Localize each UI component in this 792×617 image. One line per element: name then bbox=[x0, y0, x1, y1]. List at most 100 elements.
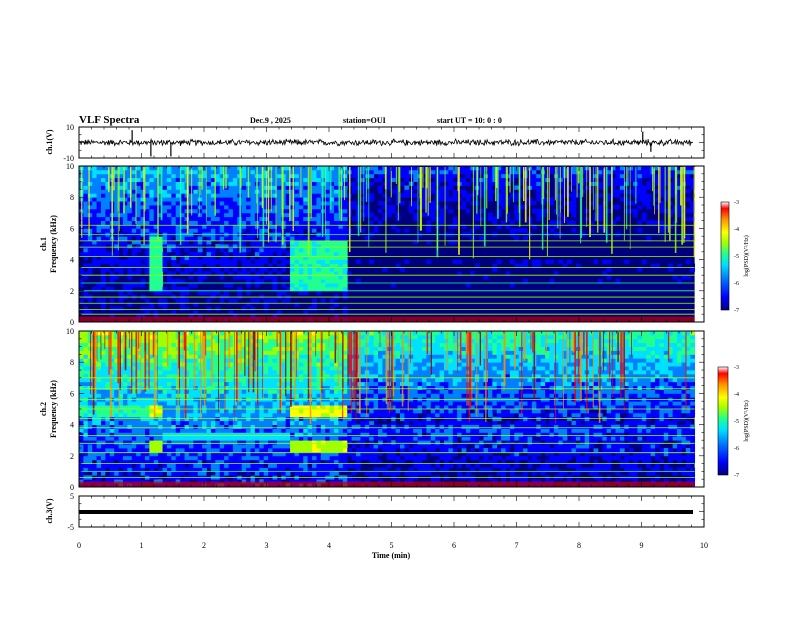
spec-cell bbox=[536, 193, 541, 197]
spec-cell bbox=[123, 444, 128, 448]
spec-cell bbox=[154, 425, 159, 429]
spec-cell bbox=[470, 166, 475, 170]
spec-cell bbox=[193, 189, 198, 193]
spec-cell bbox=[514, 178, 519, 182]
spec-cell bbox=[176, 464, 181, 468]
spec-cell bbox=[114, 275, 119, 279]
spec-cell bbox=[202, 448, 207, 452]
spec-cell bbox=[237, 275, 242, 279]
spec-cell bbox=[325, 201, 330, 205]
spec-cell bbox=[259, 366, 264, 370]
spec-cell bbox=[189, 236, 194, 240]
spec-cell bbox=[259, 409, 264, 413]
spec-cell bbox=[171, 448, 176, 452]
spec-cell bbox=[83, 378, 88, 382]
spec-cell bbox=[167, 205, 172, 209]
spec-cell bbox=[176, 193, 181, 197]
spec-cell bbox=[180, 299, 185, 303]
spec-cell bbox=[343, 170, 348, 174]
spec-cell bbox=[391, 209, 396, 213]
spec-cell bbox=[202, 464, 207, 468]
spec-cell bbox=[136, 436, 141, 440]
spec-cell bbox=[352, 217, 357, 221]
spec-cell bbox=[163, 182, 168, 186]
spec-cell bbox=[149, 221, 154, 225]
spec-cell bbox=[149, 432, 154, 436]
spec-cell bbox=[136, 267, 141, 271]
spec-cell bbox=[132, 413, 137, 417]
spec-cell bbox=[101, 228, 106, 232]
spec-cell bbox=[101, 421, 106, 425]
spec-cell bbox=[171, 166, 176, 170]
spec-cell bbox=[277, 221, 282, 225]
spec-cell bbox=[193, 401, 198, 405]
spec-cell bbox=[207, 244, 212, 248]
spec-cell bbox=[215, 432, 220, 436]
spec-cell bbox=[316, 236, 321, 240]
spec-cell bbox=[259, 421, 264, 425]
spec-cell bbox=[229, 464, 234, 468]
spec-cell bbox=[224, 236, 229, 240]
spec-cell bbox=[259, 425, 264, 429]
spec-cell bbox=[185, 267, 190, 271]
spec-cell bbox=[536, 182, 541, 186]
spec-cell bbox=[404, 189, 409, 193]
spec-cell bbox=[479, 174, 484, 178]
spec-cell bbox=[453, 170, 458, 174]
spec-cell bbox=[374, 178, 379, 182]
spec-cell bbox=[550, 221, 555, 225]
spec-cell bbox=[220, 244, 225, 248]
spec-cell bbox=[202, 421, 207, 425]
spec-cell bbox=[158, 331, 163, 335]
spec-cell bbox=[193, 440, 198, 444]
spec-cell bbox=[409, 248, 414, 252]
spec-cell bbox=[334, 248, 339, 252]
spec-cell bbox=[83, 409, 88, 413]
spec-cell bbox=[193, 186, 198, 190]
spec-cell bbox=[154, 283, 159, 287]
spec-cell bbox=[229, 417, 234, 421]
spec-cell bbox=[440, 221, 445, 225]
spec-cell bbox=[615, 205, 620, 209]
spec-cell bbox=[229, 248, 234, 252]
spec-cell bbox=[158, 456, 163, 460]
spec-cell bbox=[105, 436, 110, 440]
spec-cell bbox=[251, 252, 256, 256]
spec-cell bbox=[488, 170, 493, 174]
spec-low-band bbox=[79, 317, 695, 322]
spec-cell bbox=[127, 174, 132, 178]
spec-cell bbox=[246, 429, 251, 433]
spec-cell bbox=[189, 283, 194, 287]
spec-cell bbox=[176, 432, 181, 436]
spec-cell bbox=[251, 221, 256, 225]
spec-cell bbox=[97, 213, 102, 217]
spec-cell bbox=[189, 267, 194, 271]
spec-cell bbox=[136, 464, 141, 468]
spec-cell bbox=[101, 425, 106, 429]
spec-cell bbox=[189, 440, 194, 444]
spec-cell bbox=[532, 189, 537, 193]
colorbar-tick-label: -3 bbox=[734, 200, 739, 206]
spec-cell bbox=[264, 432, 269, 436]
spec-cell bbox=[101, 409, 106, 413]
spec-cell bbox=[158, 464, 163, 468]
spec-cell bbox=[145, 170, 150, 174]
spec-cell bbox=[290, 267, 295, 271]
spec-cell bbox=[123, 429, 128, 433]
spec-cell bbox=[369, 260, 374, 264]
spec-cell bbox=[343, 197, 348, 201]
spec-cell bbox=[514, 174, 519, 178]
spec-cell bbox=[220, 339, 225, 343]
spec-cell bbox=[189, 299, 194, 303]
spec-cell bbox=[686, 201, 691, 205]
spec-cell bbox=[163, 217, 168, 221]
spec-cell bbox=[576, 209, 581, 213]
spec-cell bbox=[149, 252, 154, 256]
spec-cell bbox=[316, 283, 321, 287]
spec-cell bbox=[466, 170, 471, 174]
spec-cell bbox=[242, 351, 247, 355]
spec-cell bbox=[642, 217, 647, 221]
spec-cell bbox=[659, 236, 664, 240]
spec-cell bbox=[563, 174, 568, 178]
spec-cell bbox=[330, 299, 335, 303]
